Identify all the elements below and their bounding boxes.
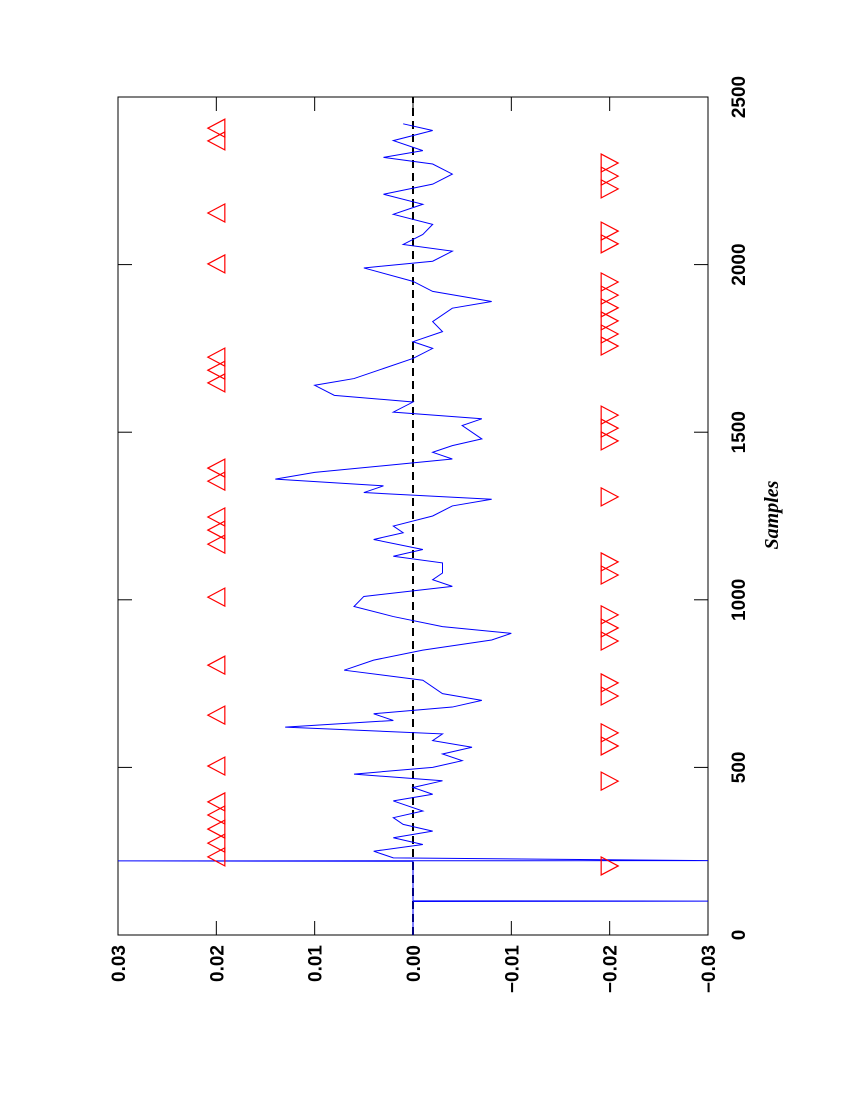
x-tick-label: 1000 [729, 579, 750, 621]
marker [206, 372, 226, 393]
marker [206, 534, 226, 555]
marker [206, 705, 226, 726]
marker [600, 323, 620, 344]
x-tick-label: 0 [729, 930, 750, 941]
marker [600, 631, 620, 652]
marker [600, 486, 620, 507]
marker [600, 272, 620, 293]
y-tick-label: −0.03 [699, 945, 720, 993]
x-axis-label: Samples [761, 480, 783, 549]
marker [206, 833, 226, 854]
marker [600, 153, 620, 174]
marker [206, 347, 226, 368]
marker [600, 617, 620, 638]
marker [600, 285, 620, 306]
marker [600, 221, 620, 242]
marker [600, 297, 620, 318]
marker [206, 846, 226, 867]
y-tick-label: 0.03 [109, 945, 130, 982]
marker [600, 604, 620, 625]
y-tick-label: 0.01 [306, 945, 327, 982]
y-tick-label: 0.00 [404, 945, 425, 982]
marker [206, 471, 226, 492]
marker [600, 564, 620, 585]
marker [206, 202, 226, 223]
marker [600, 336, 620, 357]
marker [206, 360, 226, 381]
marker [206, 253, 226, 274]
marker [600, 418, 620, 439]
marker [206, 130, 226, 151]
marker [206, 507, 226, 528]
marker [206, 587, 226, 608]
x-tick-label: 2500 [729, 76, 750, 118]
marker [206, 819, 226, 840]
marker [600, 735, 620, 756]
x-tick-label: 500 [729, 752, 750, 784]
marker [600, 771, 620, 792]
marker [206, 791, 226, 812]
marker [206, 458, 226, 479]
marker [600, 722, 620, 743]
data-line [117, 123, 709, 935]
y-tick-label: −0.01 [502, 945, 523, 994]
marker [206, 805, 226, 825]
marker [600, 166, 620, 187]
marker [600, 551, 620, 572]
marker [600, 686, 620, 706]
x-tick-label: 1500 [729, 411, 750, 453]
marker [206, 520, 226, 541]
marker [600, 310, 620, 331]
marker [600, 233, 620, 254]
x-tick-label: 2000 [729, 243, 750, 285]
marker [206, 118, 226, 139]
marker [600, 405, 620, 426]
y-tick-label: −0.02 [601, 945, 622, 993]
marker [206, 655, 226, 676]
marker [600, 855, 620, 876]
marker [206, 756, 226, 777]
marker [600, 430, 620, 451]
marker [600, 672, 620, 693]
y-tick-label: 0.02 [207, 945, 228, 982]
marker [600, 178, 620, 199]
